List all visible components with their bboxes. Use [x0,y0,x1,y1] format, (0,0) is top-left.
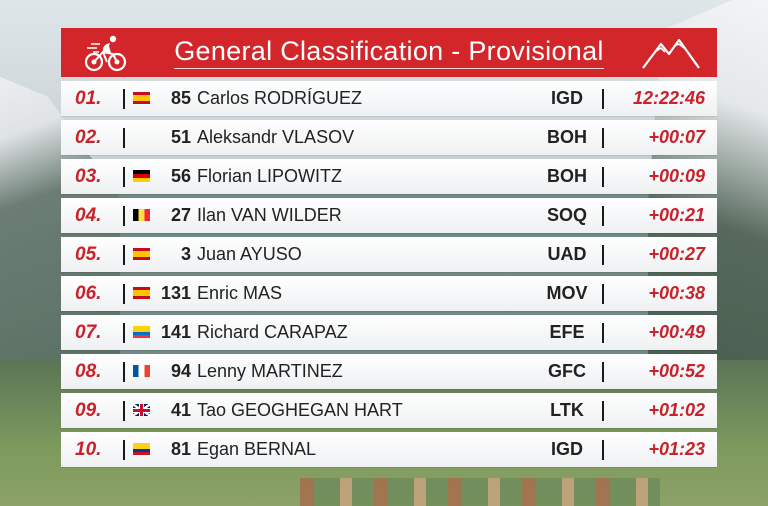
divider [123,323,125,343]
team-code: SOQ [546,205,587,225]
position: 04. [75,205,102,226]
standing-row: 03. 56 Florian LIPOWITZ BOH +00:09 [61,159,717,194]
village [300,478,660,506]
classification-header: General Classification - Provisional [61,28,717,77]
standing-row: 02. 51 Aleksandr VLASOV BOH +00:07 [61,120,717,155]
rider-number: 141 [160,322,191,342]
position: 10. [75,439,102,460]
team-code: IGD [550,88,583,108]
rider-number: 51 [170,127,191,147]
rider-name: Juan AYUSO [197,244,302,264]
country-flag-icon [133,326,150,338]
standing-row: 10. 81 Egan BERNAL IGD +01:23 [61,432,717,467]
standings-list: 01. 85 Carlos RODRÍGUEZ IGD 12:22:46 02.… [61,81,717,467]
rider-number: 85 [170,88,191,108]
divider [602,245,604,265]
rider-name: Florian LIPOWITZ [197,166,343,186]
time-gap: 12:22:46 [632,88,705,108]
standing-row: 09. 41 Tao GEOGHEGAN HART LTK +01:02 [61,393,717,428]
time-gap: +01:02 [648,400,705,420]
team-code: BOH [547,166,587,186]
country-flag-icon [133,170,150,182]
rider-number: 41 [170,400,191,420]
divider [602,440,604,460]
standing-row: 01. 85 Carlos RODRÍGUEZ IGD 12:22:46 [61,81,717,116]
divider [602,206,604,226]
divider [602,89,604,109]
divider [123,206,125,226]
standing-row: 08. 94 Lenny MARTINEZ GFC +00:52 [61,354,717,389]
mountain-peaks-icon [642,38,700,69]
country-flag-icon [133,287,150,299]
divider [602,401,604,421]
position: 01. [75,88,102,109]
country-flag-icon [133,443,150,455]
team-code: GFC [548,361,586,381]
standing-row: 04. 27 Ilan VAN WILDER SOQ +00:21 [61,198,717,233]
divider [123,89,125,109]
position: 07. [75,322,102,343]
standing-row: 07. 141 Richard CARAPAZ EFE +00:49 [61,315,717,350]
position: 03. [75,166,102,187]
country-flag-icon [133,404,150,416]
country-flag-icon [133,248,150,260]
divider [602,284,604,304]
standing-row: 06. 131 Enric MAS MOV +00:38 [61,276,717,311]
divider [123,128,125,148]
divider [123,284,125,304]
divider [602,167,604,187]
time-gap: +00:27 [648,244,705,264]
rider-name: Enric MAS [197,283,283,303]
rider-number: 56 [170,166,191,186]
divider [123,167,125,187]
position: 02. [75,127,102,148]
rider-number: 131 [160,283,191,303]
rider-name: Ilan VAN WILDER [197,205,342,225]
rider-name: Egan BERNAL [197,439,317,459]
standing-row: 05. 3 Juan AYUSO UAD +00:27 [61,237,717,272]
divider [123,245,125,265]
team-code: BOH [547,127,587,147]
time-gap: +00:38 [648,283,705,303]
country-flag-icon [133,131,150,143]
divider [602,362,604,382]
divider [602,128,604,148]
rider-number: 27 [170,205,191,225]
team-code: MOV [546,283,588,303]
classification-panel: General Classification - Provisional 01.… [61,28,717,471]
rider-name: Aleksandr VLASOV [197,127,355,147]
country-flag-icon [133,365,150,377]
rider-name: Richard CARAPAZ [197,322,348,342]
divider [123,362,125,382]
divider [602,323,604,343]
rider-number: 81 [170,439,191,459]
position: 05. [75,244,102,265]
time-gap: +00:49 [648,322,705,342]
rider-number: 94 [170,361,191,381]
team-code: LTK [550,400,584,420]
rider-number: 3 [180,244,191,264]
classification-title: General Classification - Provisional [174,36,604,69]
team-code: UAD [547,244,587,264]
team-code: EFE [549,322,585,342]
country-flag-icon [133,209,150,221]
time-gap: +00:07 [648,127,705,147]
position: 08. [75,361,102,382]
time-gap: +00:09 [648,166,705,186]
time-gap: +01:23 [648,439,705,459]
divider [123,401,125,421]
rider-name: Carlos RODRÍGUEZ [197,88,363,108]
time-gap: +00:52 [648,361,705,381]
position: 09. [75,400,102,421]
rider-name: Tao GEOGHEGAN HART [197,400,403,420]
time-gap: +00:21 [648,205,705,225]
cyclist-icon [84,35,127,72]
team-code: IGD [550,439,583,459]
position: 06. [75,283,102,304]
divider [123,440,125,460]
rider-name: Lenny MARTINEZ [197,361,343,381]
country-flag-icon [133,92,150,104]
